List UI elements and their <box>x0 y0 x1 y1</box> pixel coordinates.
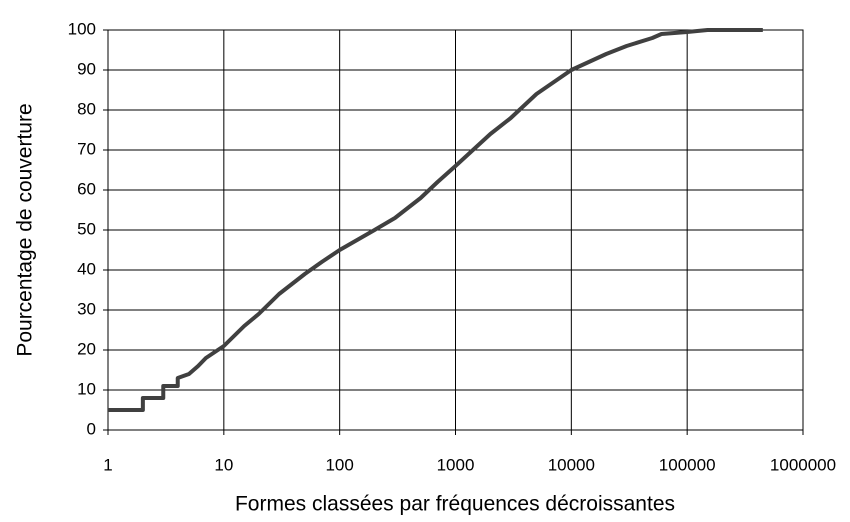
y-tick-label: 70 <box>77 139 96 158</box>
x-tick-label: 100 <box>325 455 353 474</box>
y-tick-label: 20 <box>77 339 96 358</box>
x-tick-label: 1000000 <box>770 455 836 474</box>
y-tick-label: 80 <box>77 99 96 118</box>
y-tick-label: 10 <box>77 379 96 398</box>
y-tick-label: 0 <box>87 419 96 438</box>
x-tick-label: 10 <box>214 455 233 474</box>
y-tick-label: 90 <box>77 59 96 78</box>
x-tick-label: 1 <box>103 455 112 474</box>
x-tick-label: 100000 <box>659 455 716 474</box>
y-tick-label: 30 <box>77 299 96 318</box>
x-tick-label: 10000 <box>548 455 595 474</box>
x-axis-title: Formes classées par fréquences décroissa… <box>235 493 675 516</box>
y-tick-label: 50 <box>77 219 96 238</box>
x-tick-label: 1000 <box>437 455 475 474</box>
y-axis-title: Pourcentage de couverture <box>14 103 37 356</box>
data-line <box>108 28 763 412</box>
y-tick-label: 60 <box>77 179 96 198</box>
y-tick-label: 40 <box>77 259 96 278</box>
y-tick-label: 100 <box>68 19 96 38</box>
